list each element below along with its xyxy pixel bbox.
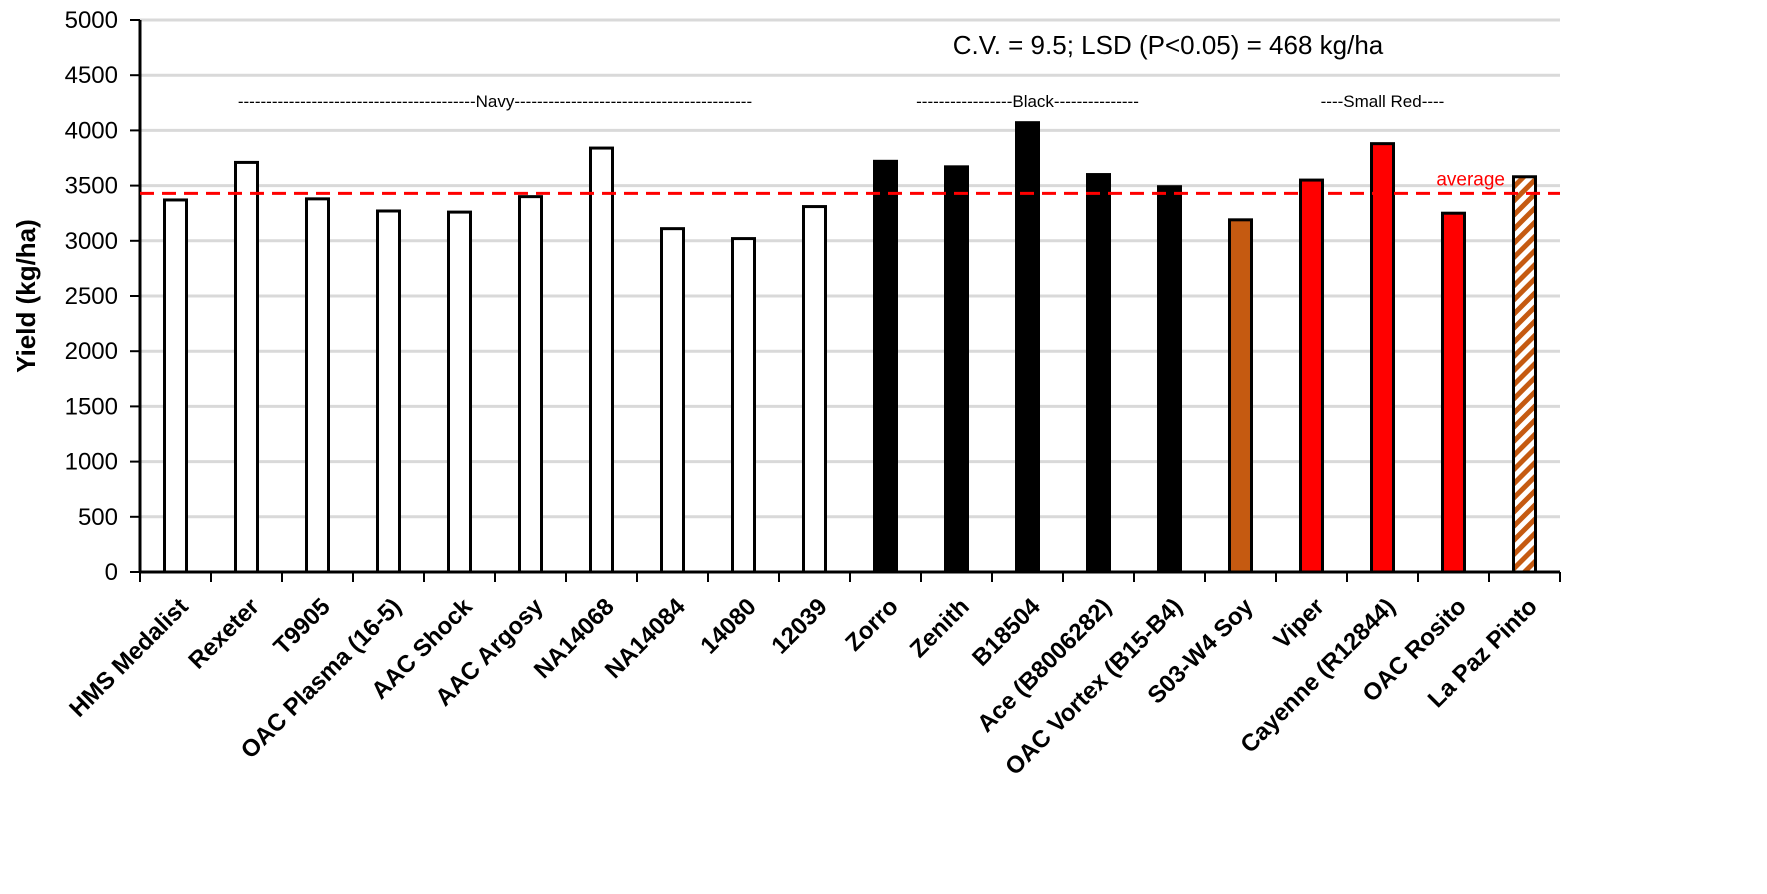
- bar: [1228, 218, 1253, 574]
- average-label: average: [1436, 169, 1505, 190]
- y-tick-label: 3500: [65, 173, 118, 200]
- y-tick-label: 2000: [65, 338, 118, 365]
- bar: [447, 210, 472, 574]
- x-category-label: 12039: [766, 593, 832, 659]
- group-label: ----------------------------------------…: [238, 92, 752, 111]
- group-label: -----------------Black---------------: [916, 92, 1139, 111]
- bar: [802, 205, 827, 574]
- y-tick-label: 0: [105, 559, 118, 586]
- x-category-label: HMS Medalist: [64, 593, 193, 722]
- group-label: ----Small Red----: [1321, 92, 1445, 111]
- bar: [589, 146, 614, 574]
- bar: [1157, 185, 1182, 574]
- x-category-label: Zenith: [905, 593, 975, 663]
- bar: [1299, 178, 1324, 574]
- bar: [305, 197, 330, 574]
- y-tick-label: 1500: [65, 393, 118, 420]
- y-axis-title: Yield (kg/ha): [11, 219, 41, 373]
- bar: [1086, 173, 1111, 574]
- y-tick-label: 500: [78, 504, 118, 531]
- bar: [1441, 211, 1466, 574]
- bars: [163, 121, 1537, 574]
- bar: [731, 237, 756, 574]
- bar: [660, 227, 685, 574]
- bar: [234, 160, 259, 574]
- bar: [376, 209, 401, 574]
- x-category-label: 14080: [695, 593, 761, 659]
- bar: [1512, 175, 1537, 574]
- x-category-label: T9905: [269, 593, 336, 660]
- bar: [518, 195, 543, 574]
- bar: [163, 198, 188, 574]
- x-category-label: Zorro: [840, 593, 903, 656]
- x-category-label: Viper: [1269, 593, 1330, 654]
- y-tick-label: 2500: [65, 283, 118, 310]
- stats-annotation: C.V. = 9.5; LSD (P<0.05) = 468 kg/ha: [953, 30, 1384, 60]
- y-tick-label: 3000: [65, 228, 118, 255]
- bar: [873, 159, 898, 574]
- bar: [1370, 142, 1395, 574]
- y-tick-label: 1000: [65, 449, 118, 476]
- bar: [944, 165, 969, 574]
- bar: [1015, 121, 1040, 574]
- y-tick-label: 4000: [65, 117, 118, 144]
- axes: [130, 19, 1561, 582]
- x-category-label: Rexeter: [183, 593, 264, 674]
- y-tick-label: 4500: [65, 62, 118, 89]
- y-tick-label: 5000: [65, 7, 118, 34]
